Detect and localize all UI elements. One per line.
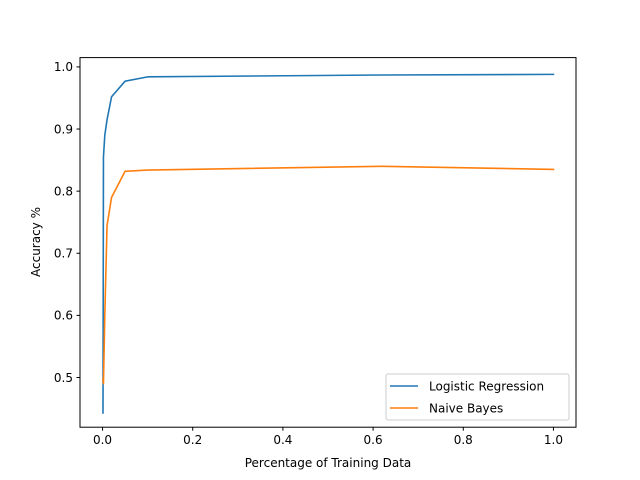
y-tick-label: 0.9 <box>54 122 73 136</box>
y-tick-label: 0.8 <box>54 184 73 198</box>
series-layer <box>102 73 555 414</box>
x-tick-label: 1.0 <box>544 433 563 447</box>
legend-box <box>385 373 570 421</box>
axes-layer <box>79 57 577 428</box>
legend-label: Logistic Regression <box>429 379 544 393</box>
y-tick-label: 0.7 <box>54 247 73 261</box>
legend-entries: Logistic Regression Naive Bayes <box>390 379 544 415</box>
y-axis-label: Accuracy % <box>29 207 43 277</box>
legend-label: Naive Bayes <box>429 401 503 415</box>
y-tick-label: 0.5 <box>54 371 73 385</box>
x-tick-label: 0.0 <box>93 433 112 447</box>
y-tick-label: 1.0 <box>54 60 73 74</box>
x-axis-label: Percentage of Training Data <box>245 456 412 470</box>
legend: Logistic Regression Naive Bayes <box>385 373 570 421</box>
x-ticks: 0.0 0.2 0.4 0.6 0.8 1.0 <box>93 427 563 447</box>
series-line-2 <box>102 165 555 385</box>
x-tick-label: 0.6 <box>364 433 383 447</box>
plot-frame <box>79 57 577 428</box>
series-line-1 <box>102 73 555 414</box>
x-tick-label: 0.2 <box>183 433 202 447</box>
y-ticks: 0.5 0.6 0.7 0.8 0.9 1.0 <box>54 60 80 385</box>
x-tick-label: 0.8 <box>454 433 473 447</box>
y-tick-label: 0.6 <box>54 309 73 323</box>
x-tick-label: 0.4 <box>273 433 292 447</box>
